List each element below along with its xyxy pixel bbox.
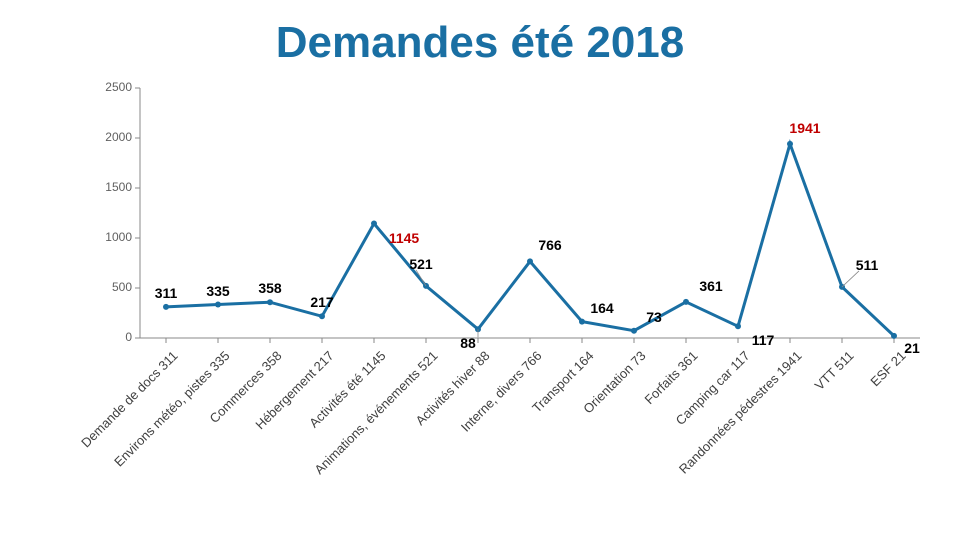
y-axis-tick-label: 0 <box>92 330 132 344</box>
y-axis-tick-label: 500 <box>92 280 132 294</box>
data-point-label: 766 <box>538 237 561 253</box>
data-point-label: 311 <box>155 285 178 301</box>
data-point-label: 164 <box>590 300 613 316</box>
y-axis-tick-label: 1500 <box>92 180 132 194</box>
data-point-label: 21 <box>904 340 920 356</box>
data-point-label: 361 <box>699 278 722 294</box>
data-point-label: 73 <box>646 309 662 325</box>
y-axis-tick-label: 2500 <box>92 80 132 94</box>
data-point-label: 358 <box>258 280 281 296</box>
data-point-label: 1145 <box>389 230 419 246</box>
data-point-label: 88 <box>460 335 476 351</box>
data-point-label: 1941 <box>789 120 820 136</box>
data-point-label: 335 <box>206 283 229 299</box>
y-axis-tick-label: 1000 <box>92 230 132 244</box>
data-point-label: 521 <box>409 256 432 272</box>
data-point-label: 511 <box>856 257 879 273</box>
y-axis-tick-label: 2000 <box>92 130 132 144</box>
data-point-label: 217 <box>310 294 333 310</box>
data-point-label: 117 <box>752 332 775 348</box>
